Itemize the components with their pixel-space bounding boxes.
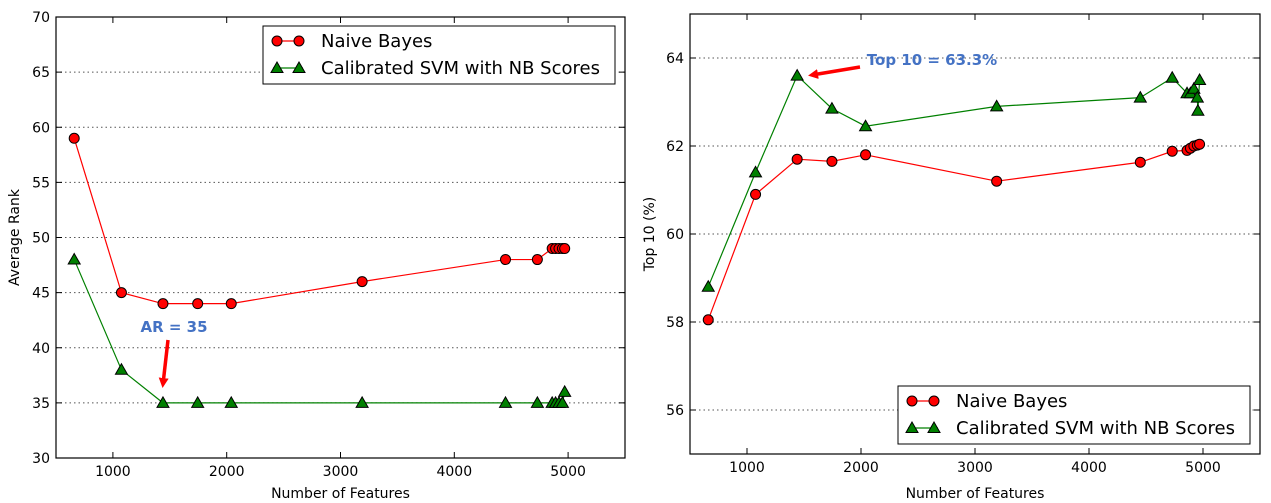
y-tick-label: 62: [666, 139, 684, 155]
x-tick-label: 5000: [1185, 460, 1221, 476]
data-point-triangle: [555, 395, 570, 408]
x-tick-label: 3000: [957, 460, 993, 476]
legend-marker-triangle: [292, 60, 306, 73]
data-point-triangle: [748, 165, 763, 178]
data-point-circle: [68, 132, 80, 144]
data-point-circle: [356, 276, 368, 288]
data-point-circle: [1194, 138, 1206, 150]
data-point-triangle: [858, 119, 873, 132]
y-tick-label: 55: [32, 175, 50, 191]
y-tick-label: 35: [32, 396, 50, 412]
data-point-circle: [192, 298, 204, 310]
legend-marker-triangle: [270, 60, 284, 73]
data-point-circle: [826, 155, 838, 167]
annotation-text: AR = 35: [140, 318, 207, 336]
x-tick-label: 1000: [95, 464, 131, 480]
x-tick-label: 2000: [843, 460, 879, 476]
data-point-triangle: [989, 99, 1004, 112]
legend-marker-circle: [271, 35, 283, 47]
data-point-circle: [115, 287, 127, 299]
data-point-triangle: [355, 395, 369, 408]
annotation-arrow: [808, 65, 861, 79]
x-axis-label: Number of Features: [271, 486, 410, 502]
data-point-circle: [1166, 145, 1178, 157]
data-point-circle: [531, 254, 543, 266]
legend-marker-circle: [293, 35, 305, 47]
data-point-circle: [791, 153, 803, 165]
legend-marker-triangle: [927, 420, 941, 433]
y-tick-label: 60: [32, 120, 50, 136]
y-tick-label: 70: [32, 10, 50, 26]
annotation-arrow: [158, 339, 170, 388]
y-tick-label: 65: [32, 65, 50, 81]
data-point-triangle: [825, 101, 839, 114]
data-point-triangle: [1190, 90, 1205, 103]
legend-entry-label: Naive Bayes: [321, 31, 432, 52]
legend-marker-circle: [928, 395, 940, 407]
data-point-triangle: [156, 395, 170, 408]
data-point-circle: [157, 298, 169, 310]
data-point-circle: [860, 149, 872, 161]
data-point-circle: [702, 314, 714, 326]
data-point-triangle: [498, 395, 513, 408]
x-axis-label: Number of Features: [906, 486, 1045, 502]
data-point-triangle: [701, 279, 716, 292]
legend-entry-label: Naive Bayes: [956, 391, 1067, 412]
legend-entry-label: Calibrated SVM with NB Scores: [956, 418, 1235, 439]
series-line: [73, 138, 565, 305]
data-point-triangle: [1191, 103, 1205, 116]
series-line: [707, 143, 1200, 321]
series-line: [707, 74, 1201, 288]
y-tick-label: 45: [32, 286, 50, 302]
legend-marker-circle: [906, 395, 918, 407]
data-point-circle: [750, 188, 762, 200]
x-tick-label: 2000: [209, 464, 245, 480]
x-tick-label: 3000: [323, 464, 359, 480]
data-point-triangle: [67, 252, 82, 265]
data-point-triangle: [557, 384, 572, 397]
x-tick-label: 4000: [1071, 460, 1107, 476]
data-point-triangle: [1192, 72, 1207, 85]
legend-box: [262, 25, 616, 85]
chart-average-rank: 30 35 40 45 50 55 60 65 70 1000 2000 3000 4000 5000 Nu…: [7, 10, 626, 502]
y-axis-label: Average Rank: [7, 188, 23, 286]
y-tick-label: 56: [666, 403, 684, 419]
data-point-triangle: [114, 362, 129, 375]
y-tick-label: 30: [32, 451, 50, 467]
data-point-triangle: [224, 395, 239, 408]
legend-entry-label: Calibrated SVM with NB Scores: [321, 58, 600, 79]
annotation-text: Top 10 = 63.3%: [867, 51, 997, 69]
y-tick-label: 64: [666, 51, 684, 67]
data-point-triangle: [530, 395, 545, 408]
x-tick-label: 1000: [729, 460, 765, 476]
y-axis-label: Top 10 (%): [642, 197, 658, 273]
data-point-circle: [225, 298, 237, 310]
y-tick-label: 58: [666, 315, 684, 331]
y-tick-label: 50: [32, 231, 50, 247]
data-point-triangle: [1187, 81, 1201, 94]
data-point-circle: [559, 243, 571, 255]
data-point-triangle: [790, 68, 805, 81]
data-point-circle: [500, 254, 512, 266]
data-point-triangle: [1165, 70, 1180, 83]
data-point-triangle: [1133, 90, 1148, 103]
data-point-circle: [991, 175, 1003, 187]
data-point-triangle: [190, 395, 205, 408]
y-tick-label: 60: [666, 227, 684, 243]
legend-marker-triangle: [905, 420, 919, 433]
chart-top10: 56 58 60 62 64 1000 2000 3000 4000 5000 Number of …: [642, 13, 1261, 502]
y-tick-label: 40: [32, 341, 50, 357]
data-point-circle: [1134, 156, 1146, 168]
x-tick-label: 4000: [436, 464, 472, 480]
x-tick-label: 5000: [550, 464, 586, 480]
legend-box: [897, 385, 1251, 445]
